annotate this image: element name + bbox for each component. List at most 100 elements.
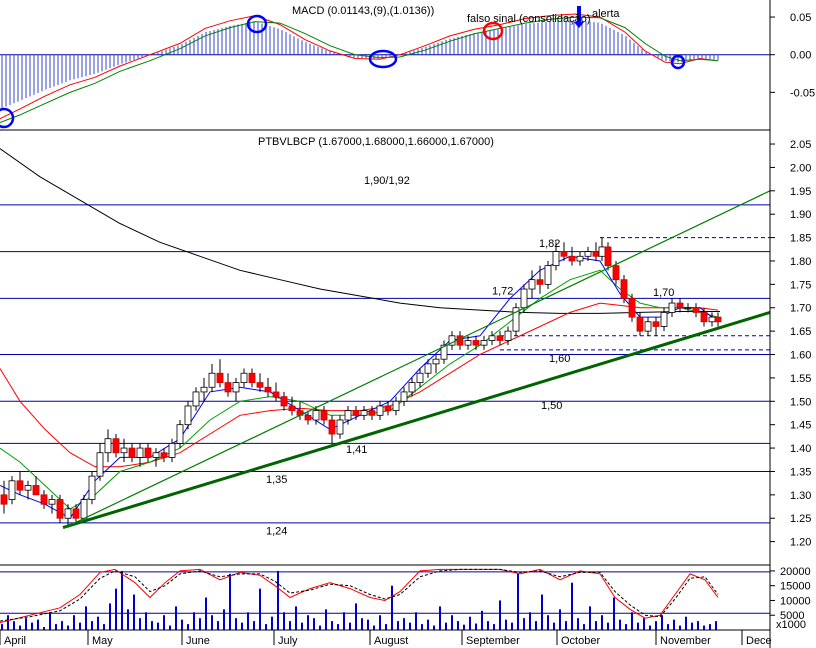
price-level-annotation: 1,50 xyxy=(541,400,562,412)
candle-body xyxy=(32,485,40,496)
candle-body xyxy=(160,452,168,458)
candle-body xyxy=(552,251,560,267)
macd-highlight-circle xyxy=(368,49,398,69)
candle-body xyxy=(328,419,336,435)
candle-body xyxy=(408,382,416,393)
x-axis-month-label: August xyxy=(374,635,408,647)
macd-highlight-circle xyxy=(670,54,686,70)
price-y-tick-label: 1.70 xyxy=(790,303,811,315)
candle-body xyxy=(448,335,456,346)
macd-y-tick-label: 0.00 xyxy=(790,50,811,62)
price-panel: PTBVLBCP (1.67000,1.68000,1.66000,1.6700… xyxy=(0,136,811,549)
candle-body xyxy=(24,485,32,491)
chart-frame xyxy=(0,0,771,648)
candle-body xyxy=(714,316,722,323)
candle-body xyxy=(480,340,488,346)
candle-body xyxy=(576,255,584,262)
candle-body xyxy=(598,246,606,257)
candle-body xyxy=(692,307,700,313)
candle-body xyxy=(208,372,216,388)
price-level-annotation: 1,60 xyxy=(549,353,570,365)
candle-body xyxy=(628,297,636,318)
candle-body xyxy=(248,372,256,383)
x-axis-month-label: May xyxy=(92,635,113,647)
volume-y-tick-label: 20000 xyxy=(780,566,811,578)
trendline-0 xyxy=(62,310,771,530)
candle-body xyxy=(320,410,328,421)
candle-body xyxy=(520,288,528,309)
price-y-tick-label: 1.45 xyxy=(790,420,811,432)
volume-y-tick-label: 15000 xyxy=(780,581,811,593)
price-level-annotation: 1,35 xyxy=(266,474,287,486)
candle-body xyxy=(128,447,136,458)
price-level-annotation: 1,24 xyxy=(266,526,287,538)
macd-y-tick-label: 0.05 xyxy=(790,12,811,24)
candle-body xyxy=(40,494,48,505)
macd-highlight-circle xyxy=(246,14,268,34)
price-level-annotation: 1,72 xyxy=(492,286,513,298)
price-y-tick-label: 2.05 xyxy=(790,139,811,151)
candle-body xyxy=(144,447,152,458)
candle-body xyxy=(384,405,392,412)
candle-body xyxy=(496,335,504,341)
candle-body xyxy=(708,316,716,323)
price-y-tick-label: 1.80 xyxy=(790,256,811,268)
candle-body xyxy=(224,382,232,393)
candle-body xyxy=(392,400,400,412)
candle-body xyxy=(8,480,16,500)
candle-body xyxy=(668,302,676,313)
macd-annotation-alerta: alerta xyxy=(592,8,620,20)
candle-body xyxy=(376,405,384,416)
candle-body xyxy=(504,330,512,341)
candle-body xyxy=(192,391,200,407)
macd-highlight-circle xyxy=(482,21,504,41)
x-axis-month-label: June xyxy=(186,635,210,647)
x-axis-month-label: April xyxy=(4,635,26,647)
price-level-annotation: 1,90/1,92 xyxy=(364,175,410,187)
candle-body xyxy=(48,499,56,505)
candle-body xyxy=(684,307,692,310)
candle-body xyxy=(264,386,272,393)
candle-body xyxy=(304,414,312,421)
price-y-tick-label: 1.50 xyxy=(790,396,811,408)
candle-body xyxy=(652,321,660,327)
volume-y-tick-label: 10000 xyxy=(780,595,811,607)
candle-body xyxy=(120,447,128,454)
price-level-annotation: 1,70 xyxy=(653,287,674,299)
candle-body xyxy=(536,279,544,285)
price-y-tick-label: 1.40 xyxy=(790,443,811,455)
price-title: PTBVLBCP (1.67000,1.68000,1.66000,1.6700… xyxy=(258,136,494,148)
candle-body xyxy=(368,410,376,416)
candle-body xyxy=(256,382,264,388)
candle-body xyxy=(432,358,440,365)
candle-body xyxy=(200,386,208,393)
x-axis-month-label: October xyxy=(561,635,600,647)
candle-body xyxy=(360,410,368,416)
candle-body xyxy=(168,442,176,458)
price-y-tick-label: 1.30 xyxy=(790,490,811,502)
candle-body xyxy=(240,372,248,383)
candle-body xyxy=(512,307,520,332)
x-axis-month-label: Dece xyxy=(746,635,772,647)
candle-body xyxy=(64,508,72,519)
candle-body xyxy=(96,452,104,477)
trendline-1 xyxy=(64,190,771,529)
candle-body xyxy=(700,312,708,323)
candle-body xyxy=(288,405,296,412)
price-y-tick-label: 1.20 xyxy=(790,537,811,549)
candle-body xyxy=(472,340,480,346)
candle-body xyxy=(184,405,192,426)
candle-body xyxy=(104,438,112,454)
moving-average-0 xyxy=(0,148,720,314)
candle-body xyxy=(560,251,568,257)
candle-body xyxy=(336,419,344,435)
candle-body xyxy=(660,312,668,327)
candle-body xyxy=(56,499,64,519)
candle-body xyxy=(312,410,320,421)
candle-body xyxy=(152,452,160,458)
candle-body xyxy=(544,265,552,285)
candle-body xyxy=(80,499,88,519)
price-y-tick-label: 1.95 xyxy=(790,186,811,198)
